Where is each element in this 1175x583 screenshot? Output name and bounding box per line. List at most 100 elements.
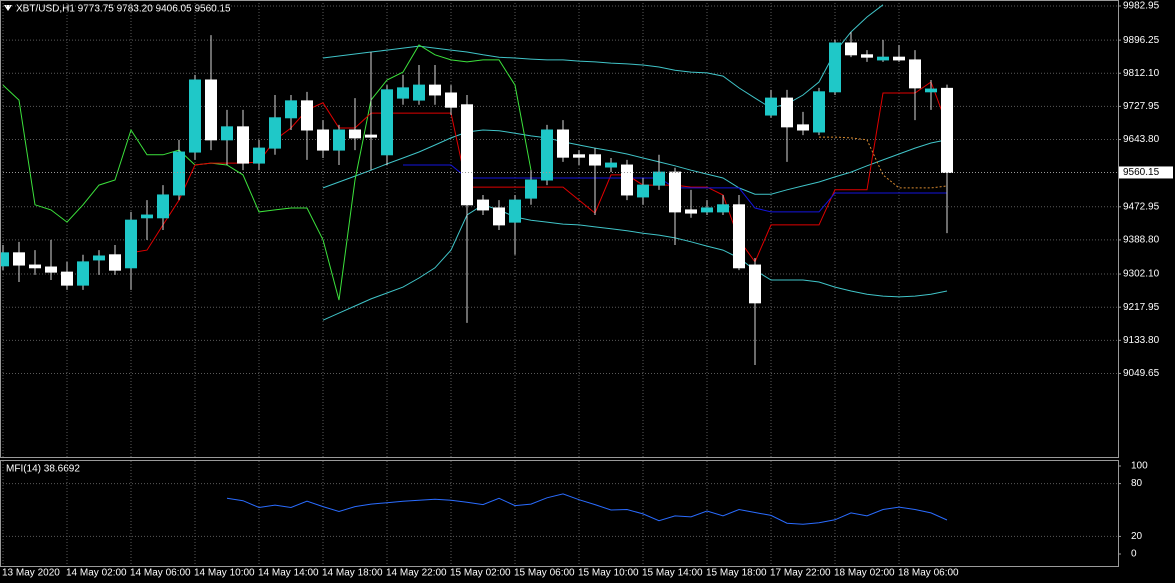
x-tick-label: 13 May 2020: [2, 568, 60, 579]
candle-body: [317, 129, 329, 151]
indicator-title: MFI(14) 38.6692: [6, 464, 80, 475]
candle-body: [205, 79, 217, 141]
x-tick-label: 15 May 02:00: [450, 568, 511, 579]
candle-body: [285, 100, 297, 119]
candle-body: [845, 42, 857, 56]
candle-body: [333, 129, 345, 151]
indicator-line: [322, 129, 948, 195]
y-tick-label: 20: [1131, 531, 1143, 542]
candle-body: [733, 204, 745, 269]
candle-body: [605, 162, 617, 168]
candle-body: [237, 126, 249, 164]
candle-body: [621, 164, 633, 196]
indicator-line: [130, 81, 948, 263]
candle-body: [477, 199, 489, 211]
candle-body: [445, 92, 457, 108]
candle-body: [653, 171, 665, 186]
candle-body: [29, 264, 41, 269]
candle-body: [893, 56, 905, 61]
current-price-label: 9560.15: [1123, 167, 1160, 178]
candle-body: [909, 59, 921, 89]
candle-body: [749, 264, 761, 304]
candle-body: [0, 252, 9, 267]
candle-body: [381, 89, 393, 156]
candle-body: [109, 254, 121, 271]
indicator-line: [226, 493, 948, 525]
candle-body: [701, 207, 713, 213]
candle-body: [493, 207, 505, 226]
candle-body: [877, 56, 889, 61]
x-tick-label: 17 May 22:00: [770, 568, 831, 579]
x-tick-label: 15 May 06:00: [514, 568, 575, 579]
y-tick-label: 9049.65: [1123, 368, 1160, 379]
candle-body: [77, 261, 89, 286]
candle-body: [461, 104, 473, 206]
indicator-line: [322, 204, 948, 321]
candle-body: [13, 252, 25, 266]
x-tick-label: 18 May 02:00: [834, 568, 895, 579]
candle-body: [717, 204, 729, 213]
candle-body: [685, 209, 697, 214]
indicator-line: [2, 44, 532, 301]
current-price-box: [1119, 166, 1173, 179]
candle-body: [365, 134, 377, 138]
y-tick-label: 100: [1131, 461, 1148, 472]
y-tick-label: 9982.95: [1123, 1, 1160, 12]
candle-body: [669, 171, 681, 213]
candle-body: [941, 87, 953, 173]
candle-body: [797, 124, 809, 131]
y-tick-label: 9472.95: [1123, 201, 1160, 212]
x-tick-label: 15 May 10:00: [578, 568, 639, 579]
x-tick-label: 14 May 02:00: [66, 568, 127, 579]
candle-body: [349, 129, 361, 139]
candle-body: [925, 88, 937, 93]
candle-body: [861, 54, 873, 58]
candle-body: [221, 126, 233, 141]
candle-body: [765, 97, 777, 116]
candle-body: [45, 266, 57, 273]
candle-body: [61, 271, 73, 286]
candle-body: [301, 100, 313, 131]
y-tick-label: 9133.80: [1123, 335, 1160, 346]
candle-body: [509, 199, 521, 223]
candle-body: [429, 84, 441, 96]
candle-body: [637, 184, 649, 198]
x-tick-label: 14 May 18:00: [322, 568, 383, 579]
candle-body: [269, 117, 281, 149]
x-tick-label: 14 May 10:00: [194, 568, 255, 579]
y-tick-label: 9302.10: [1123, 269, 1160, 280]
y-tick-label: 9388.80: [1123, 235, 1160, 246]
main-pane-frame: [0, 0, 1119, 458]
candle-body: [541, 129, 553, 181]
chart-title: XBT/USD,H1 9773.75 9783.20 9406.05 9560.…: [16, 4, 231, 15]
y-tick-label: 9896.25: [1123, 35, 1160, 46]
x-tick-label: 14 May 06:00: [130, 568, 191, 579]
x-tick-label: 18 May 06:00: [898, 568, 959, 579]
x-tick-label: 14 May 14:00: [258, 568, 319, 579]
candle-body: [557, 129, 569, 158]
candle-body: [813, 91, 825, 133]
candle-body: [525, 179, 537, 199]
candle-body: [93, 255, 105, 261]
y-tick-label: 80: [1131, 478, 1143, 489]
y-tick-label: 0: [1131, 549, 1137, 560]
indicator-line: [819, 136, 948, 189]
x-tick-label: 15 May 18:00: [706, 568, 767, 579]
candle-body: [397, 87, 409, 99]
candle-body: [125, 219, 137, 269]
y-tick-label: 9727.95: [1123, 101, 1160, 112]
x-tick-label: 15 May 14:00: [642, 568, 703, 579]
x-tick-label: 14 May 22:00: [386, 568, 447, 579]
candle-body: [253, 147, 265, 164]
candle-body: [141, 214, 153, 219]
candle-body: [189, 79, 201, 153]
candle-body: [157, 194, 169, 219]
candle-body: [413, 84, 425, 101]
candle-body: [781, 97, 793, 128]
y-tick-label: 9812.10: [1123, 68, 1160, 79]
candle-body: [173, 151, 185, 196]
y-tick-label: 9643.80: [1123, 134, 1160, 145]
